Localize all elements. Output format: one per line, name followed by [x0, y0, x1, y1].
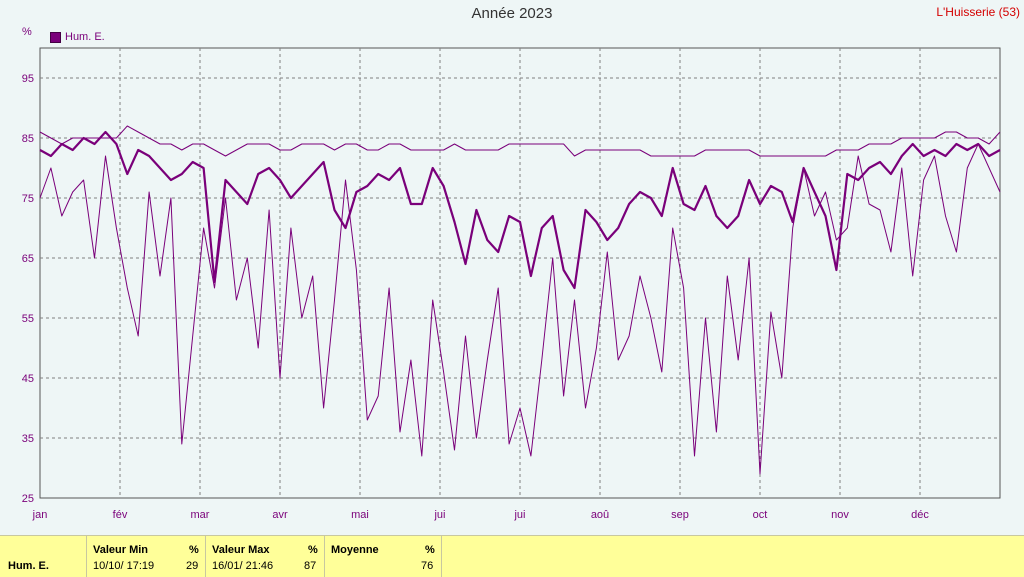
x-tick-label: jan [32, 509, 48, 521]
stats-footer: Hum. E. Valeur Min % 10/10/ 17:19 29 Val… [0, 535, 1024, 577]
x-tick-label: mar [191, 509, 210, 521]
y-tick-label: 55 [22, 313, 34, 325]
series-line-max [39, 125, 1001, 157]
legend-label: Hum. E. [65, 31, 105, 43]
x-tick-label: aoû [591, 509, 609, 521]
x-tick-label: mai [351, 509, 369, 521]
min-unit: % [189, 544, 199, 556]
stats-series-name: Hum. E. [8, 560, 49, 572]
x-tick-label: fév [113, 509, 128, 521]
max-unit: % [308, 544, 318, 556]
series-line-avg [39, 130, 1001, 290]
max-date: 16/01/ 21:46 [212, 560, 274, 572]
min-value: 29 [186, 560, 199, 572]
y-tick-label: 35 [22, 433, 34, 445]
x-tick-label: avr [272, 509, 288, 521]
y-tick-label: 85 [22, 133, 34, 145]
y-tick-label: 65 [22, 253, 34, 265]
legend-swatch [50, 31, 61, 43]
x-tick-label: sep [671, 509, 689, 521]
x-tick-label: jui [513, 509, 525, 521]
stats-max-cell: Valeur Max % 16/01/ 21:46 87 [206, 536, 325, 577]
x-tick-label: nov [831, 509, 849, 521]
avg-header: Moyenne [331, 544, 379, 556]
x-tick-label: déc [911, 509, 929, 521]
y-tick-label: 45 [22, 373, 34, 385]
x-tick-label: oct [753, 509, 768, 521]
stats-series-cell: Hum. E. [0, 536, 87, 577]
legend: Hum. E. [50, 31, 105, 43]
max-value: 87 [304, 560, 317, 572]
stats-avg-cell: Moyenne % 76 [325, 536, 442, 577]
max-header: Valeur Max [212, 544, 270, 556]
y-tick-label: 25 [22, 493, 34, 505]
x-tick-label: jui [433, 509, 445, 521]
series-line-min [39, 143, 1001, 475]
min-date: 10/10/ 17:19 [93, 560, 155, 572]
y-tick-label: 75 [22, 193, 34, 205]
stats-min-cell: Valeur Min % 10/10/ 17:19 29 [87, 536, 206, 577]
avg-value: 76 [421, 560, 434, 572]
humidity-chart: 25 35 45 55 65 75 85 95 jan fév mar avr mai jui jui aoû… [22, 47, 1001, 521]
y-unit-label: % [22, 26, 32, 38]
y-tick-label: 95 [22, 73, 34, 85]
min-header: Valeur Min [93, 544, 149, 556]
chart-title: Année 2023 [471, 5, 553, 22]
station-name: L'Huisserie (53) [936, 5, 1020, 19]
avg-unit: % [425, 544, 435, 556]
